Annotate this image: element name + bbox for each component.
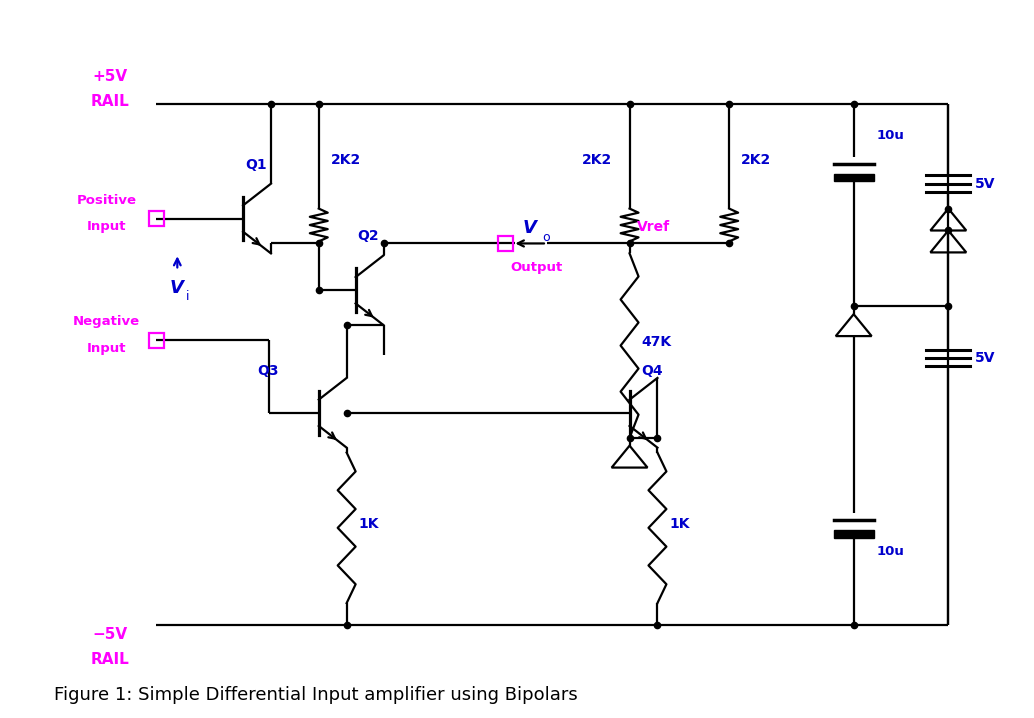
Text: Q1: Q1 [245,158,267,172]
Text: 2K2: 2K2 [741,153,771,167]
Text: Figure 1: Simple Differential Input amplifier using Bipolars: Figure 1: Simple Differential Input ampl… [54,686,578,704]
Text: o: o [542,231,549,244]
Text: Negative: Negative [73,315,141,328]
Text: Q3: Q3 [257,364,278,378]
Text: Q2: Q2 [358,230,379,243]
Bar [149,211,163,226]
Bar [833,531,874,538]
Text: Input: Input [87,220,126,233]
Text: 1K: 1K [359,517,379,531]
Text: RAIL: RAIL [90,94,129,109]
Bar [833,174,874,181]
Text: V: V [170,279,183,297]
Text: RAIL: RAIL [90,652,129,667]
Text: Q4: Q4 [641,364,663,378]
Text: 10u: 10u [877,129,905,142]
Text: Vref: Vref [637,220,670,235]
Text: 5V: 5V [975,177,996,191]
Text: Positive: Positive [77,194,136,207]
Text: Output: Output [510,261,562,274]
Text: i: i [186,290,190,303]
Text: +5V: +5V [92,69,127,84]
Text: −5V: −5V [92,627,127,642]
Text: 2K2: 2K2 [582,153,612,167]
Text: 2K2: 2K2 [331,153,361,167]
Bar [497,236,513,251]
Text: 10u: 10u [877,545,905,558]
Text: Input: Input [87,342,126,355]
Text: 47K: 47K [641,335,672,348]
Bar [149,332,163,348]
Text: 5V: 5V [975,351,996,365]
Text: 1K: 1K [669,517,690,531]
Text: V: V [523,220,537,238]
